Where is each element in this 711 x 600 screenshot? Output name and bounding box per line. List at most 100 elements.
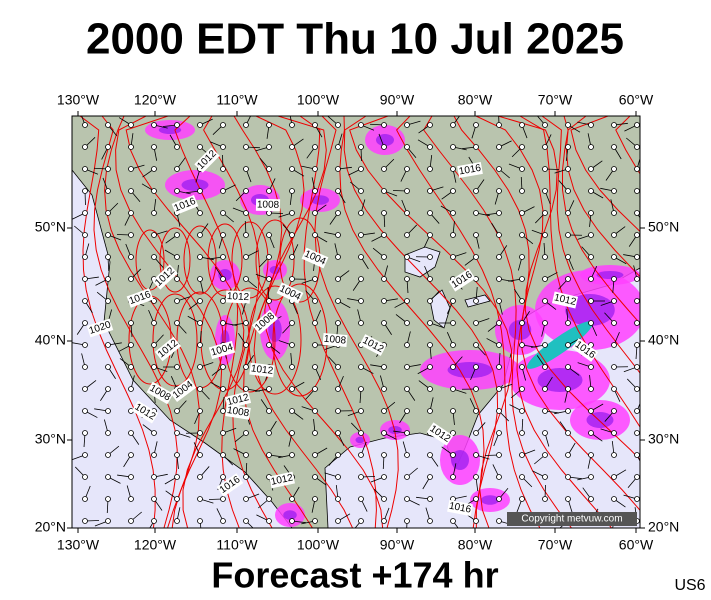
barb-station [220, 188, 226, 194]
barb-station [565, 386, 571, 392]
barb-station [128, 122, 134, 128]
isobar-label: 1016 [447, 499, 473, 517]
copyright-box [507, 512, 637, 526]
lon-label-bottom: 130°W [57, 537, 100, 553]
isobar-label-box [171, 194, 199, 216]
barb-station [312, 276, 318, 282]
barb-station [174, 408, 180, 414]
barb-station [266, 430, 272, 436]
barb-station [611, 408, 617, 414]
barb-station [427, 254, 433, 260]
barb-station [634, 342, 640, 348]
barb-station [174, 430, 180, 436]
isobar [231, 221, 269, 299]
barb-station [565, 166, 571, 172]
isobar-value: 1008 [323, 334, 347, 347]
barb-station [197, 122, 203, 128]
barb-station [197, 276, 203, 282]
barb-station [404, 298, 410, 304]
rain-heavy [526, 321, 594, 369]
barb-station [197, 452, 203, 458]
barb-station [404, 144, 410, 150]
barb-station [128, 452, 134, 458]
barb-station [565, 276, 571, 282]
lat-label-left: 20°N [35, 519, 66, 535]
isobar [541, 116, 640, 374]
barb-station [427, 210, 433, 216]
barb-station [151, 430, 157, 436]
barb-station [542, 320, 548, 326]
barb-station [82, 144, 88, 150]
barb-station [473, 144, 479, 150]
barb-station [266, 298, 272, 304]
barb-station [565, 254, 571, 260]
barb-station [381, 452, 387, 458]
rain-core [586, 412, 614, 428]
barb-station [588, 276, 594, 282]
isobar [453, 116, 613, 528]
isobar-label-box [86, 318, 114, 338]
isobar-value: 1012 [250, 363, 274, 377]
barb-station [266, 276, 272, 282]
barb-station [128, 474, 134, 480]
isobar-label-box [146, 381, 174, 405]
barb-station [243, 166, 249, 172]
lon-label-top: 100°W [297, 92, 340, 108]
barb-station [565, 342, 571, 348]
barb-station [519, 320, 525, 326]
barb-station [450, 232, 456, 238]
barb-station [151, 342, 157, 348]
barb-station [128, 188, 134, 194]
barb-station [496, 210, 502, 216]
barb-station [519, 254, 525, 260]
isobar-label-box [208, 340, 236, 360]
barb-station [404, 452, 410, 458]
isobar-label-box [457, 162, 483, 178]
isobar-label-box [249, 362, 275, 378]
isobar [475, 116, 640, 512]
barb-station [128, 320, 134, 326]
isobar [203, 116, 273, 528]
barb-station [565, 496, 571, 502]
barb-station [174, 320, 180, 326]
barb-station [220, 298, 226, 304]
barb-station [312, 298, 318, 304]
isobar [174, 116, 240, 528]
isobar-label: 1016 [457, 162, 483, 178]
barb-station [496, 232, 502, 238]
barb-station [105, 122, 111, 128]
barb-station [519, 474, 525, 480]
isobar-value: 1012 [226, 392, 251, 408]
barb-station [335, 452, 341, 458]
barb-station [128, 342, 134, 348]
barb-station [588, 496, 594, 502]
lon-label-bottom: 110°W [216, 537, 258, 553]
barb-station [542, 364, 548, 370]
barb-station [128, 430, 134, 436]
barb-station [312, 518, 318, 524]
isobar-label-box [269, 471, 295, 489]
barb-station [588, 254, 594, 260]
barb-station [542, 144, 548, 150]
barb-station [427, 408, 433, 414]
barb-station [312, 188, 318, 194]
isobar [565, 116, 640, 278]
barb-station [358, 452, 364, 458]
barb-station [220, 166, 226, 172]
barb-station [266, 232, 272, 238]
barb-station [289, 144, 295, 150]
rain-core [481, 495, 499, 505]
barb-station [335, 166, 341, 172]
barb-station [197, 518, 203, 524]
barb-station [404, 474, 410, 480]
barb-station [174, 298, 180, 304]
barb-station [128, 254, 134, 260]
barb-station [105, 408, 111, 414]
barb-station [588, 122, 594, 128]
barb-station [151, 298, 157, 304]
barb-station [197, 430, 203, 436]
barb-station [565, 188, 571, 194]
barb-station [358, 298, 364, 304]
barb-station [105, 254, 111, 260]
rain-core [565, 294, 615, 326]
